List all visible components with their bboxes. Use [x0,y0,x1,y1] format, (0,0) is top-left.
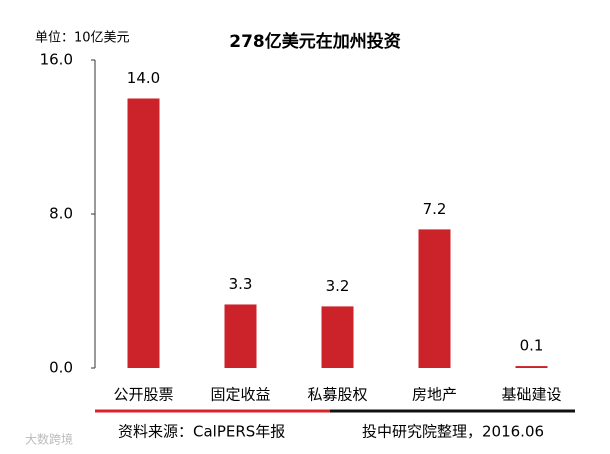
bar [418,229,451,368]
bar [224,304,257,368]
bar [515,366,548,368]
value-label: 14.0 [127,69,160,87]
x-tick-label: 公开股票 [113,386,173,404]
y-tick-label: 0.0 [49,359,73,377]
chart-title: 278亿美元在加州投资 [229,31,401,52]
unit-label: 单位：10亿美元 [35,31,130,46]
x-tick-label: 固定收益 [210,386,270,404]
y-tick-label: 8.0 [49,205,73,223]
x-tick-label: 基础建设 [501,386,561,404]
bar [127,98,160,368]
note: 投中研究院整理，2016.06 [362,423,544,441]
source: 资料来源：CalPERS年报 [118,423,285,441]
x-tick-label: 私募股权 [307,386,367,404]
value-label: 3.2 [326,277,350,295]
value-label: 0.1 [520,337,544,355]
value-label: 7.2 [423,200,447,218]
x-tick-label: 房地产 [412,386,457,404]
value-label: 3.3 [229,275,253,293]
watermark: 大数跨境 [25,432,73,447]
y-tick-label: 16.0 [40,51,73,69]
bar [321,306,354,368]
